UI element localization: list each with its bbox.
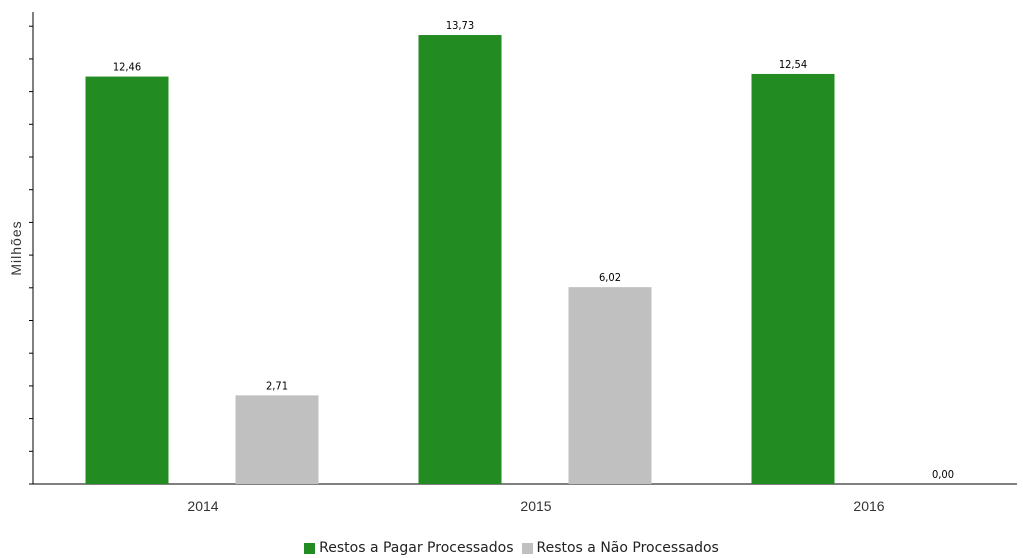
category-label-2016: 2016: [853, 498, 884, 514]
legend-item-nao-processados[interactable]: Restos a Não Processados: [521, 540, 719, 556]
bar-series-0-2016[interactable]: [751, 73, 835, 484]
bar-series-1-2014[interactable]: [235, 395, 319, 484]
category-labels: 2014 2015 2016: [187, 498, 884, 514]
data-label-series-0-2014: 12,46: [113, 61, 141, 74]
data-label-series-1-2016: 0,00: [932, 468, 954, 481]
data-label-series-1-2014: 2,71: [266, 379, 288, 392]
bar-series-0-2014[interactable]: [85, 76, 169, 485]
legend-swatch-processados: [304, 542, 316, 554]
legend-label-processados: Restos a Pagar Processados: [319, 540, 514, 556]
bar-series-0-2015[interactable]: [418, 35, 502, 485]
category-label-2014: 2014: [187, 498, 218, 514]
data-label-series-1-2015: 6,02: [599, 271, 621, 284]
y-axis-label: Milhões: [8, 220, 24, 275]
legend-label-nao-processados: Restos a Não Processados: [536, 540, 719, 556]
data-labels: 12,46 13,73 12,54 2,71 6,02 0,00: [113, 19, 954, 481]
category-label-2015: 2015: [520, 498, 551, 514]
legend-item-processados[interactable]: Restos a Pagar Processados: [304, 540, 514, 556]
data-label-series-0-2016: 12,54: [779, 58, 807, 71]
legend-swatch-nao-processados: [521, 542, 533, 554]
legend: Restos a Pagar Processados Restos a Não …: [0, 538, 1023, 558]
bar-series-1-2015[interactable]: [568, 287, 652, 484]
bars: [85, 35, 835, 485]
data-label-series-0-2015: 13,73: [446, 19, 474, 32]
y-axis-ticks: [29, 25, 33, 485]
